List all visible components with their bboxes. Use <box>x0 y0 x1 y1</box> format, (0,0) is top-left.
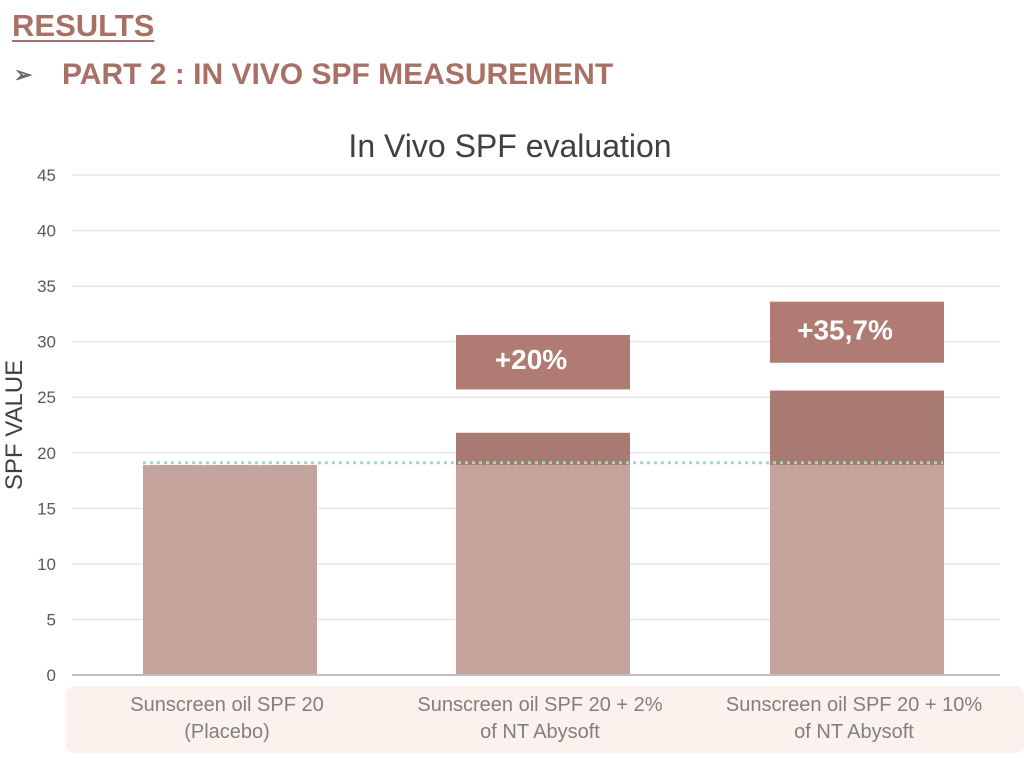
y-tick-label: 5 <box>47 610 56 629</box>
base-bar <box>143 465 317 675</box>
annotation-label: +35,7% <box>797 314 893 345</box>
arrow-bullet-icon: ➢ <box>14 62 33 87</box>
part-heading-text: PART 2 : IN VIVO SPF MEASUREMENT <box>62 58 614 91</box>
base-bar <box>770 465 944 675</box>
y-tick-label: 10 <box>37 555 56 574</box>
category-label: of NT Abysoft <box>794 721 914 743</box>
y-axis-title: SPF VALUE <box>1 360 28 490</box>
category-label: Sunscreen oil SPF 20 + 2% <box>417 694 662 716</box>
annotation-label: +20% <box>495 344 567 375</box>
increase-bar <box>456 432 630 465</box>
y-tick-label: 0 <box>47 666 56 685</box>
y-tick-label: 25 <box>37 388 56 407</box>
category-label: (Placebo) <box>184 721 270 743</box>
part-heading: ➢ PART 2 : IN VIVO SPF MEASUREMENT <box>14 58 613 92</box>
y-tick-label: 45 <box>37 166 56 185</box>
category-label: Sunscreen oil SPF 20 + 10% <box>726 694 982 716</box>
category-label-band <box>66 686 1024 753</box>
annotation-box <box>770 301 944 363</box>
y-tick-label: 15 <box>37 499 56 518</box>
y-tick-label: 35 <box>37 277 56 296</box>
base-bar <box>456 465 630 675</box>
category-label: Sunscreen oil SPF 20 <box>130 694 323 716</box>
y-tick-label: 40 <box>37 222 56 241</box>
category-label: of NT Abysoft <box>480 721 600 743</box>
y-tick-label: 30 <box>37 333 56 352</box>
increase-bar <box>770 390 944 465</box>
annotation-box <box>456 335 630 390</box>
y-tick-label: 20 <box>37 444 56 463</box>
results-heading: RESULTS <box>12 8 155 43</box>
chart-title: In Vivo SPF evaluation <box>348 128 671 164</box>
